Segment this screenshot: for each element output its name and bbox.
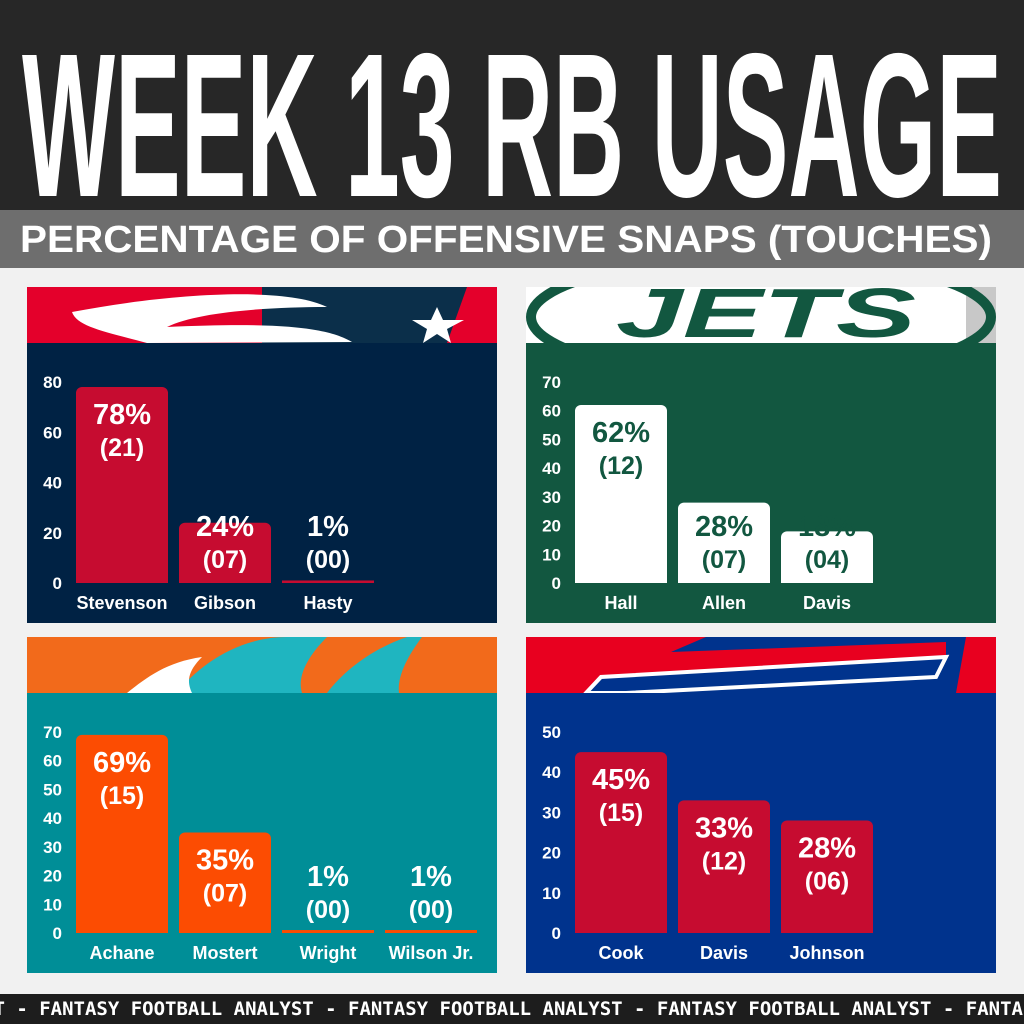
category-label: Cook [599,943,645,963]
value-label: 18% [798,511,856,543]
subtitle: PERCENTAGE OF OFFENSIVE SNAPS (TOUCHES) [20,219,992,261]
value-label: 62% [592,417,650,449]
bar-gibson [179,522,271,583]
y-tick-label: 60 [43,423,62,442]
y-tick-label: 0 [552,924,561,943]
footer-ticker: ST - FANTASY FOOTBALL ANALYST - FANTASY … [0,994,1024,1024]
value-label: 78% [93,399,151,431]
title-banner: WEEK 13 RB USAGE [0,0,1024,240]
jets-chart-panel: JETS 0 10 20 30 40 50 60 70 62% (12) Hall 28% (07) All… [526,287,996,623]
y-tick-label: 80 [43,373,62,392]
jets-chart: JETS 0 10 20 30 40 50 60 70 62% (12) Hall 28% (07) All… [526,287,996,623]
y-tick-label: 60 [542,402,561,421]
value-label: 28% [798,832,856,864]
category-label: Wright [300,943,357,963]
patriots-chart: 0 20 40 60 80 78% (21) Stevenson 24% (07) Gibson 1%… [27,287,497,623]
y-tick-label: 50 [542,430,561,449]
y-tick-label: 40 [43,809,62,828]
category-label: Allen [702,593,746,613]
bar-allen [678,502,770,583]
footer-text: ST - FANTASY FOOTBALL ANALYST - FANTASY … [0,998,1024,1020]
y-tick-label: 0 [552,574,561,593]
value-label: 1% [307,861,349,893]
bar-johnson [781,820,873,933]
y-tick-label: 70 [542,373,561,392]
touches-label: (06) [805,867,849,895]
touches-label: (07) [203,546,247,574]
y-tick-label: 60 [43,752,62,771]
page-title: WEEK 13 RB USAGE [22,11,1002,212]
patriots-chart-panel: 0 20 40 60 80 78% (21) Stevenson 24% (07) Gibson 1%… [27,287,497,623]
category-label: Davis [700,943,748,963]
bar-hall [575,404,667,583]
bar-stevenson [76,387,168,583]
bar-achane [76,734,168,933]
star-icon [412,307,464,343]
category-label: Hall [604,593,637,613]
category-label: Mostert [192,943,257,963]
y-tick-label: 50 [542,723,561,742]
value-label: 35% [196,845,254,877]
dolphin-icon [177,637,327,693]
touches-label: (00) [306,896,350,924]
subtitle-banner: PERCENTAGE OF OFFENSIVE SNAPS (TOUCHES) [0,210,1024,268]
y-tick-label: 70 [43,723,62,742]
y-tick-label: 50 [43,780,62,799]
y-tick-label: 0 [53,574,62,593]
category-label: Davis [803,593,851,613]
value-label: 28% [695,511,753,543]
category-label: Stevenson [76,593,167,613]
value-label: 33% [695,812,753,844]
value-label: 1% [307,511,349,543]
dolphins-logo-header [27,637,497,693]
touches-label: (12) [599,452,643,480]
y-tick-label: 0 [53,924,62,943]
value-label: 1% [410,861,452,893]
value-label: 24% [196,511,254,543]
category-label: Hasty [303,593,352,613]
y-tick-label: 10 [542,884,561,903]
y-tick-label: 40 [542,459,561,478]
touches-label: (04) [805,546,849,574]
category-label: Gibson [194,593,256,613]
touches-label: (00) [409,896,453,924]
y-tick-label: 10 [43,895,62,914]
y-tick-label: 40 [43,474,62,493]
value-label: 45% [592,764,650,796]
y-tick-label: 40 [542,763,561,782]
y-tick-label: 30 [542,803,561,822]
y-tick-label: 20 [542,517,561,536]
value-label: 69% [93,747,151,779]
patriots-logo-header [27,287,497,343]
touches-label: (00) [306,546,350,574]
y-tick-label: 20 [43,524,62,543]
y-tick-label: 20 [43,867,62,886]
dolphins-chart: 0 10 20 30 40 50 60 70 69% (15) Achane 35% (07) Moste… [27,637,497,973]
category-label: Achane [89,943,154,963]
bar-davis [781,531,873,583]
y-tick-label: 30 [542,488,561,507]
bills-chart: 0 10 20 30 40 50 45% (15) Cook 33% (12) Davis 28% (06… [526,637,996,973]
bar-davis [678,800,770,933]
touches-label: (15) [100,782,144,810]
bills-logo-header [526,637,996,695]
jets-logo-header: JETS [526,287,996,382]
y-tick-label: 20 [542,844,561,863]
swoosh-icon [72,294,352,343]
bar-mostert [179,832,271,933]
category-label: Wilson Jr. [389,943,474,963]
y-tick-label: 30 [43,838,62,857]
touches-label: (15) [599,799,643,827]
jets-logo-text: JETS [616,287,916,352]
y-tick-label: 10 [542,545,561,564]
bar-cook [575,752,667,933]
touches-label: (07) [702,546,746,574]
touches-label: (21) [100,434,144,462]
dolphins-chart-panel: 0 10 20 30 40 50 60 70 69% (15) Achane 35% (07) Moste… [27,637,497,973]
touches-label: (12) [702,847,746,875]
touches-label: (07) [203,880,247,908]
category-label: Johnson [790,943,865,963]
bills-chart-panel: 0 10 20 30 40 50 45% (15) Cook 33% (12) Davis 28% (06… [526,637,996,973]
